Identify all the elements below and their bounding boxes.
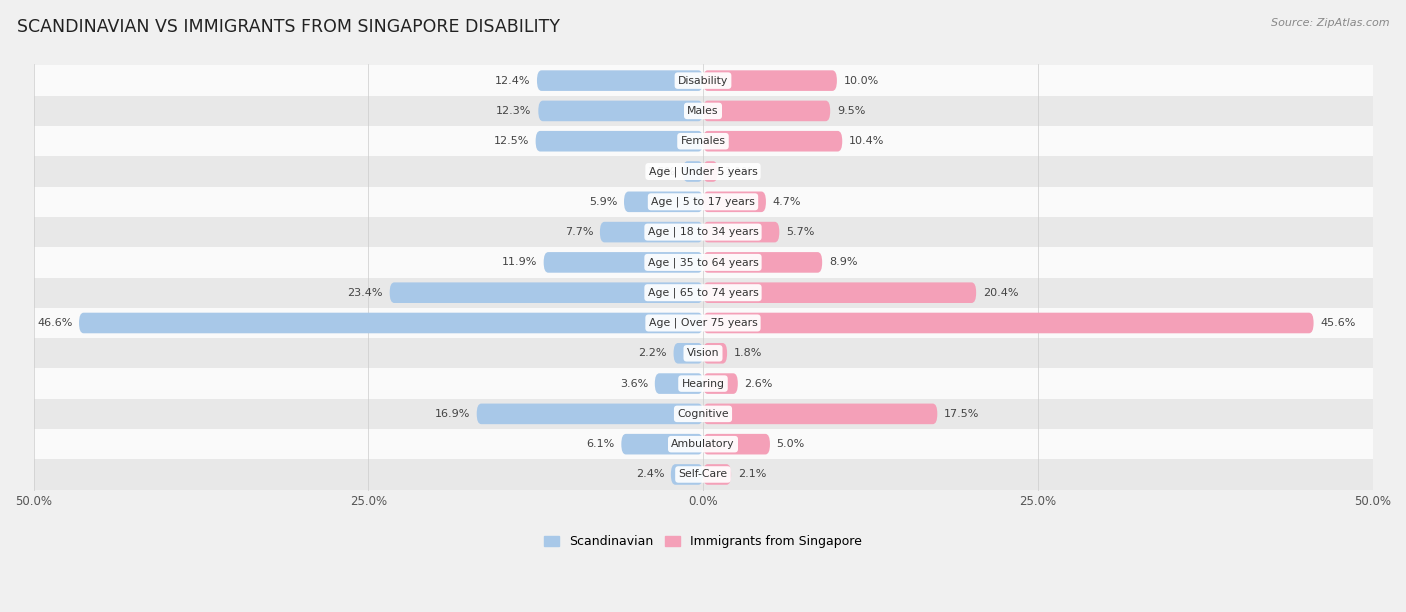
Text: Age | 5 to 17 years: Age | 5 to 17 years	[651, 196, 755, 207]
Text: 2.2%: 2.2%	[638, 348, 666, 358]
Text: 12.5%: 12.5%	[494, 136, 529, 146]
FancyBboxPatch shape	[703, 192, 766, 212]
Bar	[34, 338, 1372, 368]
Text: Age | Under 5 years: Age | Under 5 years	[648, 166, 758, 177]
Bar	[34, 187, 1372, 217]
Text: Ambulatory: Ambulatory	[671, 439, 735, 449]
Text: Cognitive: Cognitive	[678, 409, 728, 419]
Bar	[34, 95, 1372, 126]
FancyBboxPatch shape	[671, 464, 703, 485]
FancyBboxPatch shape	[703, 403, 938, 424]
FancyBboxPatch shape	[537, 70, 703, 91]
FancyBboxPatch shape	[703, 373, 738, 394]
Text: Age | 35 to 64 years: Age | 35 to 64 years	[648, 257, 758, 267]
Text: Vision: Vision	[686, 348, 720, 358]
FancyBboxPatch shape	[536, 131, 703, 152]
Text: 46.6%: 46.6%	[37, 318, 72, 328]
Text: 2.1%: 2.1%	[738, 469, 766, 479]
FancyBboxPatch shape	[703, 343, 727, 364]
Bar	[34, 308, 1372, 338]
Text: SCANDINAVIAN VS IMMIGRANTS FROM SINGAPORE DISABILITY: SCANDINAVIAN VS IMMIGRANTS FROM SINGAPOR…	[17, 18, 560, 36]
Bar	[34, 126, 1372, 156]
Text: 20.4%: 20.4%	[983, 288, 1018, 297]
FancyBboxPatch shape	[600, 222, 703, 242]
FancyBboxPatch shape	[703, 434, 770, 455]
Text: 17.5%: 17.5%	[943, 409, 980, 419]
FancyBboxPatch shape	[703, 100, 830, 121]
Text: 16.9%: 16.9%	[434, 409, 470, 419]
FancyBboxPatch shape	[703, 131, 842, 152]
Legend: Scandinavian, Immigrants from Singapore: Scandinavian, Immigrants from Singapore	[538, 530, 868, 553]
FancyBboxPatch shape	[544, 252, 703, 273]
Text: 7.7%: 7.7%	[565, 227, 593, 237]
FancyBboxPatch shape	[389, 282, 703, 303]
FancyBboxPatch shape	[703, 464, 731, 485]
FancyBboxPatch shape	[624, 192, 703, 212]
FancyBboxPatch shape	[703, 222, 779, 242]
Text: 2.6%: 2.6%	[745, 379, 773, 389]
FancyBboxPatch shape	[477, 403, 703, 424]
Text: 12.4%: 12.4%	[495, 76, 530, 86]
Text: Age | 65 to 74 years: Age | 65 to 74 years	[648, 288, 758, 298]
FancyBboxPatch shape	[655, 373, 703, 394]
Text: Females: Females	[681, 136, 725, 146]
Text: 8.9%: 8.9%	[830, 258, 858, 267]
Bar	[34, 368, 1372, 399]
Bar	[34, 460, 1372, 490]
FancyBboxPatch shape	[703, 161, 717, 182]
Text: Age | Over 75 years: Age | Over 75 years	[648, 318, 758, 328]
FancyBboxPatch shape	[621, 434, 703, 455]
Text: 5.9%: 5.9%	[589, 197, 617, 207]
Text: 23.4%: 23.4%	[347, 288, 382, 297]
Text: 12.3%: 12.3%	[496, 106, 531, 116]
Text: 1.8%: 1.8%	[734, 348, 762, 358]
Text: 9.5%: 9.5%	[837, 106, 865, 116]
Text: 5.0%: 5.0%	[776, 439, 804, 449]
Text: 2.4%: 2.4%	[636, 469, 664, 479]
Bar	[34, 399, 1372, 429]
FancyBboxPatch shape	[703, 252, 823, 273]
Text: 45.6%: 45.6%	[1320, 318, 1355, 328]
FancyBboxPatch shape	[79, 313, 703, 334]
Text: Source: ZipAtlas.com: Source: ZipAtlas.com	[1271, 18, 1389, 28]
FancyBboxPatch shape	[538, 100, 703, 121]
Text: Males: Males	[688, 106, 718, 116]
FancyBboxPatch shape	[683, 161, 703, 182]
Text: 1.1%: 1.1%	[724, 166, 752, 176]
FancyBboxPatch shape	[673, 343, 703, 364]
FancyBboxPatch shape	[703, 313, 1313, 334]
Text: 10.0%: 10.0%	[844, 76, 879, 86]
Text: 5.7%: 5.7%	[786, 227, 814, 237]
Text: 11.9%: 11.9%	[502, 258, 537, 267]
Bar	[34, 156, 1372, 187]
FancyBboxPatch shape	[703, 70, 837, 91]
FancyBboxPatch shape	[703, 282, 976, 303]
Text: Self-Care: Self-Care	[679, 469, 727, 479]
Bar	[34, 278, 1372, 308]
Text: 10.4%: 10.4%	[849, 136, 884, 146]
Text: 1.5%: 1.5%	[648, 166, 676, 176]
Text: 6.1%: 6.1%	[586, 439, 614, 449]
Text: 4.7%: 4.7%	[773, 197, 801, 207]
Bar	[34, 65, 1372, 95]
Bar	[34, 217, 1372, 247]
Text: Hearing: Hearing	[682, 379, 724, 389]
Text: 3.6%: 3.6%	[620, 379, 648, 389]
Bar	[34, 429, 1372, 460]
Text: Disability: Disability	[678, 76, 728, 86]
Bar	[34, 247, 1372, 278]
Text: Age | 18 to 34 years: Age | 18 to 34 years	[648, 227, 758, 237]
